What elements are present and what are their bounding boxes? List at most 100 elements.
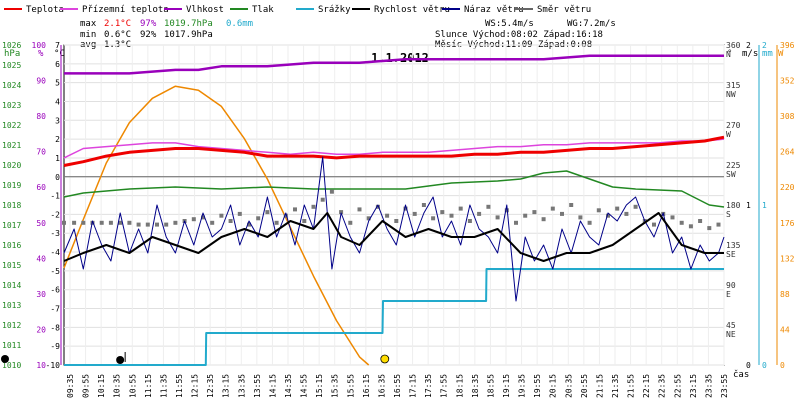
tick-label-time: 17:35 [424, 374, 433, 398]
series-direction-point [716, 222, 721, 227]
tick-label-hpa: 1023 [2, 101, 21, 110]
markers [1, 352, 390, 364]
tick-label-w: 396 [780, 41, 795, 50]
axis-unit-w: W [778, 49, 784, 59]
tick-label-time: 20:35 [564, 374, 573, 398]
tick-label-percent: 20 [36, 325, 46, 334]
series-direction-point [431, 216, 436, 221]
series-direction-point [145, 222, 150, 227]
tick-label-time: 16:15 [362, 374, 371, 398]
stats-max-temp: 2.1°C [104, 19, 131, 29]
series-direction-point [274, 220, 279, 225]
series-direction-point [440, 210, 445, 215]
series-direction-point [569, 203, 574, 207]
tick-label-mm: 1 [762, 201, 767, 210]
axis-unit-degree: ° [727, 49, 732, 59]
series-direction-point [403, 206, 408, 211]
tick-label-celsius: -9 [50, 342, 60, 351]
tick-label-time: 20:15 [549, 374, 558, 398]
series-direction-point [155, 222, 159, 227]
stats-max-label: max [80, 19, 97, 29]
tick-label-time: 11:15 [144, 374, 153, 398]
series-direction-point [72, 220, 77, 225]
tick-label-time: 18:15 [455, 374, 464, 398]
series-direction-point [173, 220, 178, 225]
tick-label-direction: NW [726, 90, 736, 99]
legend: Teplota Přízemní teplota Vlhkost Tlak Srážky… [4, 5, 591, 15]
tick-label-ms: 0 [746, 361, 751, 370]
tick-label-hpa: 1016 [2, 241, 21, 250]
legend-label: Srážky [318, 5, 351, 15]
tick-label-hpa: 1014 [2, 281, 21, 290]
tick-label-percent: 40 [36, 254, 46, 263]
tick-label-time: 10:55 [128, 374, 137, 398]
tick-label-hpa: 1021 [2, 141, 21, 150]
tick-label-direction: SW [726, 170, 736, 179]
tick-label-celsius: 7 [55, 41, 60, 50]
tick-label-hpa: 1018 [2, 201, 21, 210]
axis-unit-ms: m/s [742, 49, 758, 59]
series-direction-point [366, 216, 371, 221]
series-pressure-line [63, 170, 725, 208]
series-direction-point [357, 207, 362, 212]
series-direction-point [560, 211, 564, 216]
grid [64, 44, 725, 366]
tick-label-celsius: 2 [55, 135, 60, 144]
tick-label-time: 19:15 [502, 374, 511, 398]
tick-label-hpa: 1017 [2, 221, 21, 230]
series-direction-point [256, 216, 261, 221]
tick-label-celsius: -5 [50, 267, 60, 276]
tick-label-celsius: 6 [55, 60, 60, 69]
tick-label-celsius: 0 [55, 173, 60, 182]
tick-label-celsius: -7 [50, 305, 60, 314]
tick-label-time: 22:35 [658, 374, 667, 398]
axis-unit-hpa: hPa [4, 49, 20, 59]
tick-label-hpa: 1015 [2, 261, 21, 270]
series-direction-point [99, 220, 104, 225]
tick-label-degree: 360 [726, 41, 741, 50]
series-direction-point [698, 219, 703, 223]
tick-label-percent: 30 [36, 290, 46, 299]
stats-min-pressure: 1017.9hPa [164, 30, 213, 40]
tick-label-time: 21:15 [595, 374, 604, 398]
tick-label-celsius: 1 [55, 154, 60, 163]
series-layer [62, 54, 725, 366]
tick-label-celsius: 4 [55, 97, 60, 106]
tick-label-w: 220 [780, 183, 795, 192]
series-direction-point [504, 208, 509, 213]
tick-label-time: 16:35 [377, 374, 386, 398]
tick-label-time: 19:35 [518, 374, 527, 398]
sunset-marker [380, 354, 390, 364]
tick-label-w: 264 [780, 148, 795, 157]
series-rain-line [64, 268, 724, 366]
tick-label-percent: 70 [36, 148, 46, 157]
tick-label-time: 16:55 [393, 374, 402, 398]
tick-label-hpa: 1024 [2, 81, 21, 90]
stats-min-label: min [80, 30, 96, 40]
tick-label-time: 15:55 [346, 374, 355, 398]
series-direction-point [237, 211, 242, 216]
tick-label-direction: S [726, 210, 731, 219]
series-direction-point [136, 222, 141, 227]
tick-label-hpa: 1013 [2, 301, 21, 310]
tick-label-direction: N [726, 50, 731, 59]
series-direction-point [458, 206, 463, 211]
tick-label-direction: SE [726, 250, 736, 259]
tick-label-ms: 2 [746, 41, 751, 50]
tick-label-time: 23:35 [704, 374, 713, 398]
stats-min-humidity: 92% [140, 30, 157, 40]
tick-label-degree: 135 [726, 241, 741, 250]
tick-label-w: 308 [780, 112, 795, 121]
series-direction-point [486, 204, 491, 209]
series-direction-point [550, 206, 555, 211]
series-direction-point [596, 208, 601, 213]
series-direction-point [375, 204, 380, 209]
tick-label-time: 13:55 [253, 374, 262, 398]
series-direction-point [467, 219, 472, 223]
tick-label-hpa: 1020 [2, 161, 21, 170]
moonset-marker [1, 355, 9, 363]
tick-label-time: 09:35 [66, 374, 75, 398]
tick-label-time: 13:35 [237, 374, 246, 398]
tick-label-celsius: -3 [50, 229, 60, 238]
series-humidity-line [64, 54, 724, 75]
